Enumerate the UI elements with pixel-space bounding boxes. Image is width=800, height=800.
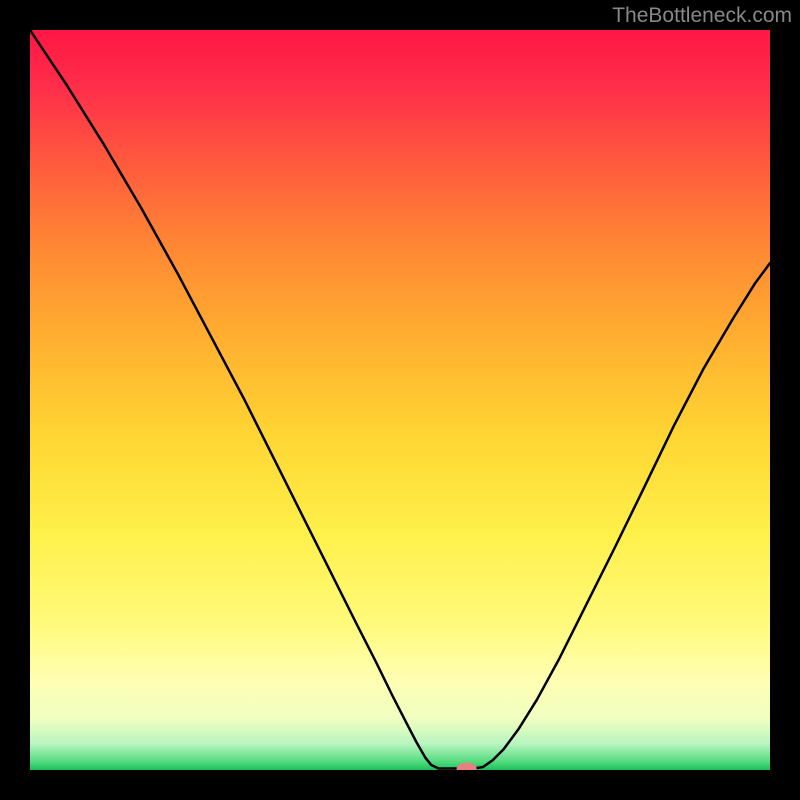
chart-container: TheBottleneck.com bbox=[0, 0, 800, 800]
chart-svg bbox=[30, 30, 770, 770]
watermark-text: TheBottleneck.com bbox=[612, 4, 792, 28]
plot-area bbox=[30, 30, 770, 770]
gradient-background bbox=[30, 30, 770, 770]
